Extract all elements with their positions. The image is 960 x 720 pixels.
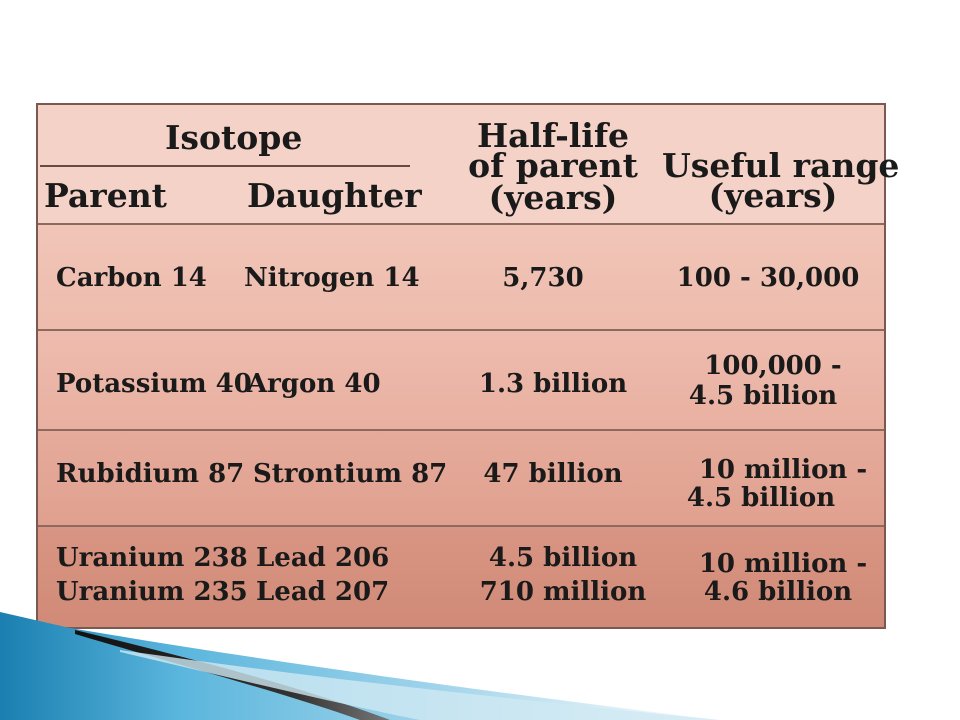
decorative-swoosh (0, 612, 720, 720)
daughter-header: Daughter (247, 176, 422, 215)
useful-range-cell-line2: 4.5 billion (686, 483, 836, 513)
half-life-cell-line1: 4.5 billion (488, 543, 638, 573)
parent-cell: Potassium 40 (56, 369, 252, 399)
half-life-header-line1: Half-life (476, 116, 630, 155)
swoosh-light-band (120, 650, 720, 720)
useful-range-header-line2: (years) (708, 176, 838, 215)
useful-range-cell-line1: 10 million - (698, 549, 868, 579)
table-row: Carbon 14 Nitrogen 14 5,730 100 - 30,000 (38, 225, 884, 331)
parent-cell: Rubidium 87 (56, 459, 245, 489)
table-row: Uranium 238 Uranium 235 Lead 206 Lead 20… (38, 527, 884, 627)
useful-range-cell-line1: 10 million - (698, 455, 868, 485)
half-life-header-line3: (years) (488, 178, 618, 217)
half-life-header-line2: of parent (468, 146, 638, 185)
daughter-cell: Nitrogen 14 (244, 263, 420, 293)
half-life-cell: 47 billion (483, 459, 623, 489)
isotope-divider (40, 165, 410, 167)
half-life-cell: 5,730 (502, 263, 584, 293)
parent-cell-line2: Uranium 235 (56, 577, 248, 607)
parent-cell-line1: Uranium 238 (56, 543, 248, 573)
daughter-cell-line2: Lead 207 (256, 577, 390, 607)
half-life-cell: 1.3 billion (478, 369, 628, 399)
useful-range-cell-line2: 4.5 billion (688, 381, 838, 411)
parent-cell: Carbon 14 (56, 263, 207, 293)
table-row: Potassium 40 Argon 40 1.3 billion 100,00… (38, 331, 884, 431)
isotope-table: Isotope Parent Daughter Half-life of par… (36, 103, 900, 629)
useful-range-header-line1: Useful range (662, 146, 900, 185)
daughter-cell: Strontium 87 (253, 459, 448, 489)
swoosh-blue-band (0, 612, 720, 720)
useful-range-cell: 100 - 30,000 (676, 263, 860, 293)
parent-header: Parent (44, 176, 167, 215)
daughter-cell-line1: Lead 206 (256, 543, 390, 573)
daughter-cell: Argon 40 (247, 369, 381, 399)
useful-range-cell-line1: 100,000 - (704, 351, 842, 381)
half-life-cell-line2: 710 million (479, 577, 647, 607)
isotope-header: Isotope (165, 118, 303, 157)
useful-range-cell-line2: 4.6 billion (703, 577, 853, 607)
table-row: Rubidium 87 Strontium 87 47 billion 10 m… (38, 431, 884, 527)
table-header: Isotope Parent Daughter Half-life of par… (38, 105, 900, 225)
